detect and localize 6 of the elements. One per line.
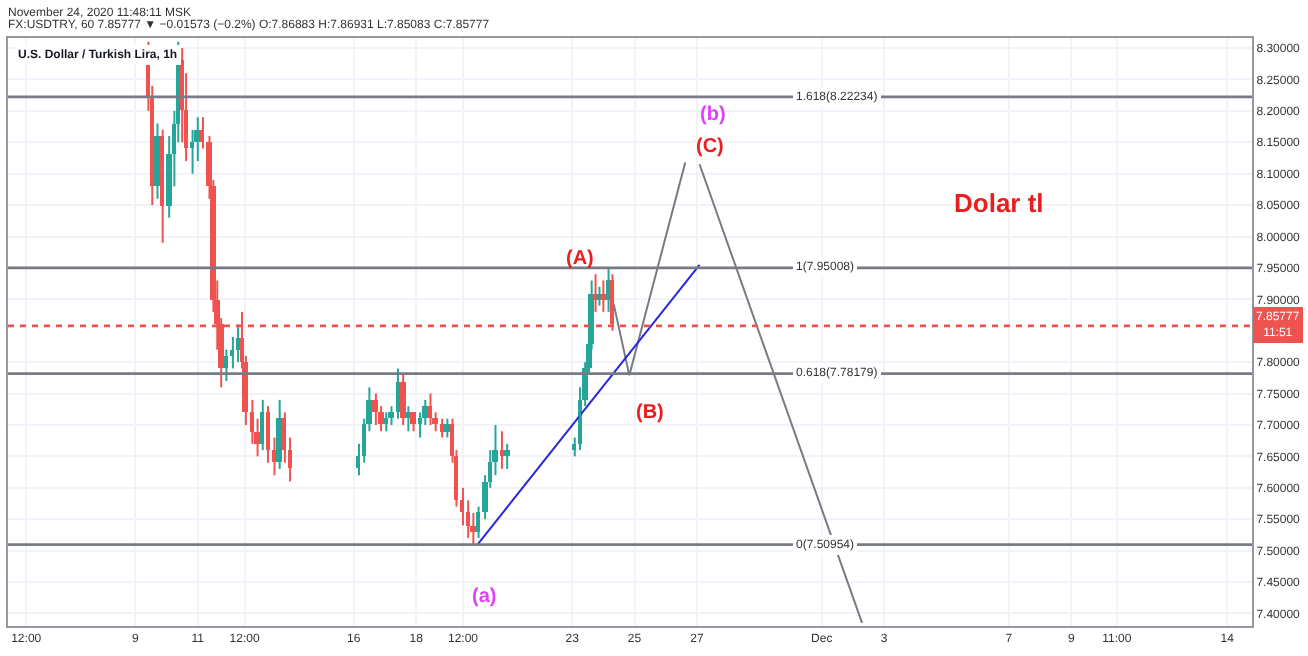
annotation: (B) <box>636 402 664 424</box>
annotation: Dolar tl <box>954 188 1044 218</box>
annotation: (b) <box>700 104 726 126</box>
annotation: (A) <box>566 248 594 270</box>
annotation: (C) <box>696 136 724 158</box>
annotation: (a) <box>472 586 497 608</box>
